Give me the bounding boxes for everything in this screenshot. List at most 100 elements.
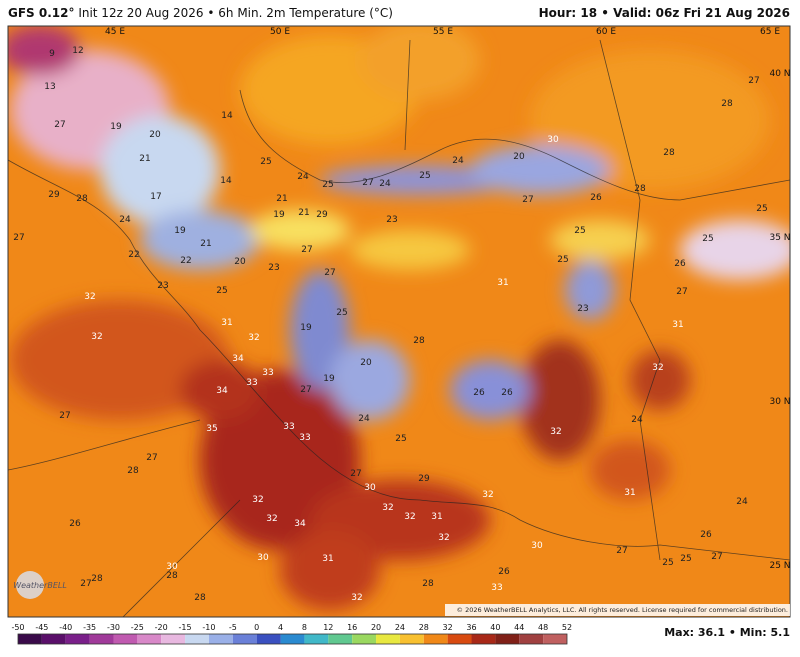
temp-label: 26 bbox=[700, 530, 712, 540]
temp-label: 31 bbox=[624, 488, 635, 498]
temp-label: 27 bbox=[350, 469, 361, 479]
temp-label: 29 bbox=[316, 210, 328, 220]
colorbar-tick-label: -10 bbox=[202, 623, 215, 632]
temp-label: 32 bbox=[91, 332, 102, 342]
temp-label: 28 bbox=[721, 99, 733, 109]
temp-label: 26 bbox=[498, 567, 510, 577]
colorbar-segment bbox=[256, 634, 281, 644]
colorbar-tick-label: -45 bbox=[35, 623, 48, 632]
temp-label: 23 bbox=[577, 304, 588, 314]
colorbar-tick-label: 12 bbox=[323, 623, 333, 632]
temp-label: 33 bbox=[283, 422, 294, 432]
colorbar-segment bbox=[65, 634, 90, 644]
colorbar: -50 -45 -40 -35 -30 -25 -20 -15 -10 -5 0 4 8 12 16 20 24… bbox=[11, 623, 572, 645]
colorbar-segment bbox=[519, 634, 544, 644]
temp-label: 20 bbox=[234, 257, 246, 267]
temp-label: 26 bbox=[69, 519, 81, 529]
temp-label: 20 bbox=[360, 358, 372, 368]
grid-label: 30 N bbox=[769, 397, 790, 407]
temp-label: 26 bbox=[473, 388, 485, 398]
temp-label: 30 bbox=[364, 483, 376, 493]
temp-label: 23 bbox=[157, 281, 168, 291]
temp-label: 21 bbox=[139, 154, 150, 164]
colorbar-tick-label: -35 bbox=[83, 623, 96, 632]
colorbar-tick-label: 20 bbox=[371, 623, 381, 632]
temp-label: 29 bbox=[48, 190, 60, 200]
colorbar-tick-label: -25 bbox=[131, 623, 144, 632]
temp-label: 32 bbox=[382, 503, 393, 513]
temp-label: 24 bbox=[452, 156, 464, 166]
temp-label: 25 bbox=[260, 157, 271, 167]
colorbar-tick-label: 32 bbox=[443, 623, 453, 632]
temp-label: 27 bbox=[54, 120, 65, 130]
colorbar-segment bbox=[18, 634, 42, 644]
temp-label: 31 bbox=[672, 320, 683, 330]
temp-label: 34 bbox=[294, 519, 306, 529]
temp-label: 28 bbox=[127, 466, 139, 476]
temp-label: 27 bbox=[80, 579, 91, 589]
temp-label: 33 bbox=[491, 583, 502, 593]
temp-label: 32 bbox=[248, 333, 259, 343]
temp-label: 32 bbox=[84, 292, 95, 302]
map-field bbox=[8, 26, 790, 617]
grid-label: 50 E bbox=[270, 27, 290, 37]
colorbar-segment bbox=[447, 634, 472, 644]
colorbar-tick-label: 48 bbox=[538, 623, 548, 632]
temp-label: 19 bbox=[323, 374, 335, 384]
temp-label: 31 bbox=[431, 512, 442, 522]
copyright: © 2026 WeatherBELL Analytics, LLC. All r… bbox=[457, 606, 788, 614]
grid-label: 25 N bbox=[769, 561, 790, 571]
temp-label: 27 bbox=[300, 385, 311, 395]
temp-label: 21 bbox=[200, 239, 211, 249]
temp-label: 27 bbox=[748, 76, 759, 86]
temp-label: 23 bbox=[386, 215, 397, 225]
temp-label: 27 bbox=[301, 245, 312, 255]
stats: Max: 36.1 • Min: 5.1 bbox=[664, 626, 790, 639]
colorbar-tick-label: 4 bbox=[278, 623, 283, 632]
colorbar-tick-label: 44 bbox=[514, 623, 524, 632]
temp-label: 32 bbox=[482, 490, 493, 500]
colorbar-frame bbox=[17, 633, 568, 645]
colorbar-segment bbox=[137, 634, 162, 644]
temp-label: 24 bbox=[119, 215, 131, 225]
temp-label: 35 bbox=[206, 424, 217, 434]
temp-label: 28 bbox=[91, 574, 103, 584]
colorbar-tick-label: 16 bbox=[347, 623, 357, 632]
colorbar-tick-label: 36 bbox=[466, 623, 476, 632]
temp-label: 31 bbox=[322, 554, 333, 564]
temp-label: 9 bbox=[49, 49, 55, 59]
colorbar-tick-label: -20 bbox=[155, 623, 168, 632]
temp-label: 12 bbox=[72, 46, 83, 56]
temp-label: 27 bbox=[616, 546, 627, 556]
temp-label: 27 bbox=[711, 552, 722, 562]
temp-label: 26 bbox=[590, 193, 602, 203]
temp-label: 25 bbox=[662, 558, 673, 568]
colorbar-segment bbox=[208, 634, 233, 644]
colorbar-segment bbox=[232, 634, 257, 644]
temp-label: 17 bbox=[150, 192, 161, 202]
header-left: GFS 0.12° Init 12z 20 Aug 2026 • 6h Min.… bbox=[8, 6, 393, 20]
temp-label: 27 bbox=[59, 411, 70, 421]
temp-label: 24 bbox=[358, 414, 370, 424]
temp-label: 34 bbox=[216, 386, 228, 396]
temp-label: 28 bbox=[76, 194, 88, 204]
temp-label: 19 bbox=[273, 210, 285, 220]
colorbar-segment bbox=[113, 634, 138, 644]
colorbar-tick-label: -5 bbox=[229, 623, 237, 632]
temp-label: 22 bbox=[128, 250, 139, 260]
temp-label: 25 bbox=[680, 554, 691, 564]
temp-label: 22 bbox=[180, 256, 191, 266]
temp-label: 20 bbox=[149, 130, 161, 140]
temp-label: 25 bbox=[419, 171, 430, 181]
temp-label: 30 bbox=[547, 135, 559, 145]
colorbar-tick-label: 0 bbox=[254, 623, 259, 632]
temp-label: 33 bbox=[246, 378, 257, 388]
temp-label: 27 bbox=[676, 287, 687, 297]
temp-label: 32 bbox=[404, 512, 415, 522]
temp-label: 19 bbox=[110, 122, 122, 132]
colorbar-tick-label: 28 bbox=[419, 623, 429, 632]
grid-label: 65 E bbox=[760, 27, 780, 37]
temp-label: 26 bbox=[501, 388, 513, 398]
temp-label: 25 bbox=[216, 286, 227, 296]
